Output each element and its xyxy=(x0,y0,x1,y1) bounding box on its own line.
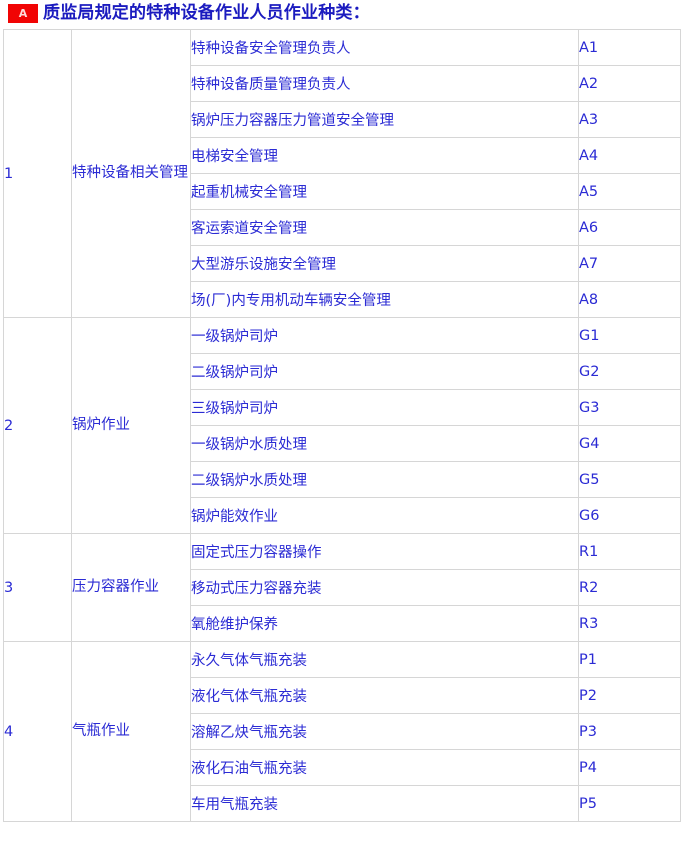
table-body: 1 特种设备相关管理 特种设备安全管理负责人 A1 特种设备质量管理负责人 A2 锅炉压力容… xyxy=(3,29,681,822)
group-name-cell: 气瓶作业 xyxy=(71,641,191,822)
operation-code-cell: P1 xyxy=(578,641,681,678)
operation-name-cell: 客运索道安全管理 xyxy=(190,209,579,246)
operation-name-cell: 特种设备质量管理负责人 xyxy=(190,65,579,102)
operation-name-cell: 一级锅炉司炉 xyxy=(190,317,579,354)
table-row: 移动式压力容器充装 R2 xyxy=(4,569,681,606)
table-row: 氧舱维护保养 R3 xyxy=(4,605,681,642)
table-row: 锅炉压力容器压力管道安全管理 A3 xyxy=(4,101,681,138)
operation-code-cell: P2 xyxy=(578,677,681,714)
operation-name-cell: 车用气瓶充装 xyxy=(190,785,579,822)
table-row: 起重机械安全管理 A5 xyxy=(4,173,681,210)
operation-code-cell: A1 xyxy=(578,29,681,66)
table-row: 二级锅炉司炉 G2 xyxy=(4,353,681,390)
table-row: 液化气体气瓶充装 P2 xyxy=(4,677,681,714)
table-row: 液化石油气瓶充装 P4 xyxy=(4,749,681,786)
table-row: 3 压力容器作业 固定式压力容器操作 R1 xyxy=(3,533,681,642)
operation-code-cell: A3 xyxy=(578,101,681,138)
operation-code-cell: G4 xyxy=(578,425,681,462)
table-row: 4 气瓶作业 永久气体气瓶充装 P1 xyxy=(3,641,681,822)
operation-code-cell: R1 xyxy=(578,533,681,570)
group-name-cell: 特种设备相关管理 xyxy=(71,29,191,318)
operation-code-cell: G3 xyxy=(578,389,681,426)
operation-name-cell: 二级锅炉水质处理 xyxy=(190,461,579,498)
table-row: 1 特种设备相关管理 特种设备安全管理负责人 A1 xyxy=(3,29,681,318)
operation-code-cell: R2 xyxy=(578,569,681,606)
page-root: A 质监局规定的特种设备作业人员作业种类： 1 特种设备相关管理 特种设备安全管理负… xyxy=(0,0,689,822)
operation-name-cell: 场(厂)内专用机动车辆安全管理 xyxy=(190,281,579,318)
group-index-cell: 3 xyxy=(3,533,72,642)
table-row: 溶解乙炔气瓶充装 P3 xyxy=(4,713,681,750)
operation-name-cell: 三级锅炉司炉 xyxy=(190,389,579,426)
operation-name-cell: 大型游乐设施安全管理 xyxy=(190,245,579,282)
operation-name-cell: 特种设备安全管理负责人 xyxy=(190,29,579,66)
group-index-cell: 2 xyxy=(3,317,72,534)
table-container: 1 特种设备相关管理 特种设备安全管理负责人 A1 特种设备质量管理负责人 A2 锅炉压力容… xyxy=(0,26,689,822)
operation-code-cell: G2 xyxy=(578,353,681,390)
page-header: A 质监局规定的特种设备作业人员作业种类： xyxy=(0,0,689,26)
operation-categories-table: 1 特种设备相关管理 特种设备安全管理负责人 A1 特种设备质量管理负责人 A2 锅炉压力容… xyxy=(3,29,681,822)
group-index-cell: 1 xyxy=(3,29,72,318)
table-row: 客运索道安全管理 A6 xyxy=(4,209,681,246)
operation-code-cell: A5 xyxy=(578,173,681,210)
operation-code-cell: A2 xyxy=(578,65,681,102)
table-row: 二级锅炉水质处理 G5 xyxy=(4,461,681,498)
group-name-cell: 压力容器作业 xyxy=(71,533,191,642)
operation-code-cell: A8 xyxy=(578,281,681,318)
operation-code-cell: G1 xyxy=(578,317,681,354)
operation-name-cell: 永久气体气瓶充装 xyxy=(190,641,579,678)
operation-name-cell: 移动式压力容器充装 xyxy=(190,569,579,606)
table-row: 三级锅炉司炉 G3 xyxy=(4,389,681,426)
section-letter-badge: A xyxy=(8,3,38,23)
operation-name-cell: 电梯安全管理 xyxy=(190,137,579,174)
operation-name-cell: 液化石油气瓶充装 xyxy=(190,749,579,786)
table-row: 电梯安全管理 A4 xyxy=(4,137,681,174)
operation-name-cell: 固定式压力容器操作 xyxy=(190,533,579,570)
group-index-cell: 4 xyxy=(3,641,72,822)
table-row: 车用气瓶充装 P5 xyxy=(4,785,681,822)
operation-code-cell: P5 xyxy=(578,785,681,822)
operation-code-cell: R3 xyxy=(578,605,681,642)
operation-code-cell: G5 xyxy=(578,461,681,498)
operation-name-cell: 起重机械安全管理 xyxy=(190,173,579,210)
operation-code-cell: P4 xyxy=(578,749,681,786)
operation-code-cell: G6 xyxy=(578,497,681,534)
operation-name-cell: 一级锅炉水质处理 xyxy=(190,425,579,462)
page-title: 质监局规定的特种设备作业人员作业种类： xyxy=(43,2,370,23)
table-row: 锅炉能效作业 G6 xyxy=(4,497,681,534)
operation-name-cell: 氧舱维护保养 xyxy=(190,605,579,642)
operation-code-cell: P3 xyxy=(578,713,681,750)
operation-code-cell: A4 xyxy=(578,137,681,174)
table-row: 一级锅炉水质处理 G4 xyxy=(4,425,681,462)
group-name-cell: 锅炉作业 xyxy=(71,317,191,534)
operation-code-cell: A7 xyxy=(578,245,681,282)
operation-name-cell: 二级锅炉司炉 xyxy=(190,353,579,390)
operation-name-cell: 溶解乙炔气瓶充装 xyxy=(190,713,579,750)
table-row: 2 锅炉作业 一级锅炉司炉 G1 xyxy=(3,317,681,534)
operation-name-cell: 锅炉能效作业 xyxy=(190,497,579,534)
table-row: 特种设备质量管理负责人 A2 xyxy=(4,65,681,102)
table-row: 大型游乐设施安全管理 A7 xyxy=(4,245,681,282)
operation-name-cell: 锅炉压力容器压力管道安全管理 xyxy=(190,101,579,138)
operation-code-cell: A6 xyxy=(578,209,681,246)
table-row: 场(厂)内专用机动车辆安全管理 A8 xyxy=(4,281,681,318)
operation-name-cell: 液化气体气瓶充装 xyxy=(190,677,579,714)
